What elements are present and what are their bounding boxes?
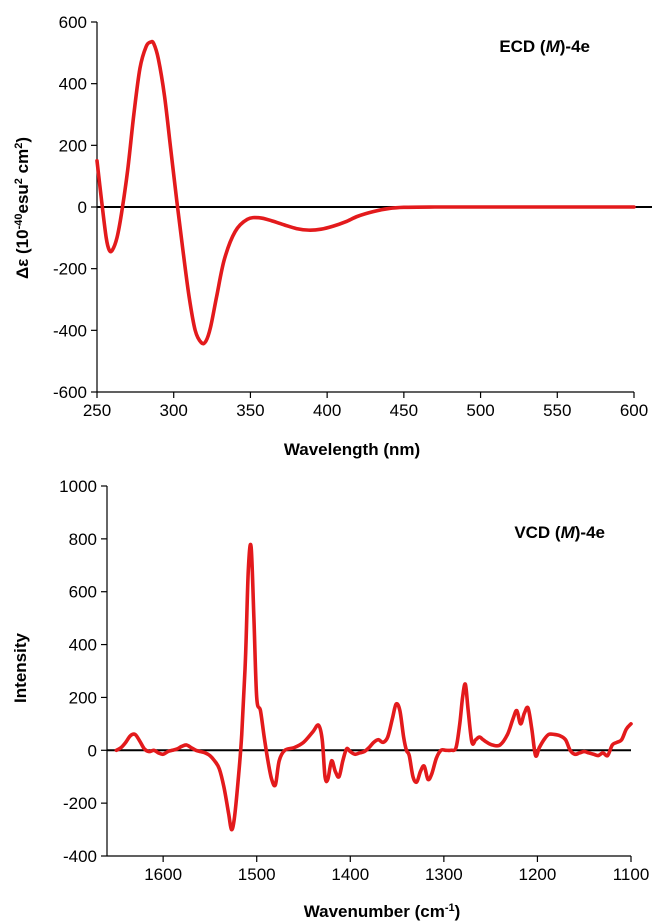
vcd-y-tick-label: 800 bbox=[69, 530, 97, 549]
ecd-x-tick-label: 500 bbox=[466, 401, 494, 420]
ecd-y-tick-label: 400 bbox=[59, 75, 87, 94]
ecd-y-ticks: -600 -400 -200 0 200 400 600 bbox=[53, 13, 97, 402]
ecd-y-tick-label: -600 bbox=[53, 383, 87, 402]
ecd-chart-title: ECD (M)-4e bbox=[499, 37, 590, 56]
vcd-chart-title: VCD (M)-4e bbox=[514, 523, 605, 542]
vcd-x-ticks: 1600 1500 1400 1300 1200 1100 bbox=[144, 856, 649, 884]
vcd-x-tick-label: 1300 bbox=[425, 865, 463, 884]
ecd-x-tick-label: 300 bbox=[160, 401, 188, 420]
ecd-chart: -600 -400 -200 0 200 400 600 250 300 350 400 450 50… bbox=[13, 13, 652, 459]
vcd-y-tick-label: 0 bbox=[88, 741, 97, 760]
ecd-series-line bbox=[95, 39, 636, 346]
vcd-x-tick-label: 1200 bbox=[519, 865, 557, 884]
vcd-x-tick-label: 1100 bbox=[613, 865, 650, 884]
ecd-x-ticks: 250 300 350 400 450 500 550 600 bbox=[83, 392, 648, 420]
ecd-x-tick-label: 250 bbox=[83, 401, 111, 420]
ecd-y-axis-title: Δε (10-40esu2 cm2) bbox=[13, 137, 32, 279]
ecd-y-tick-label: 0 bbox=[78, 198, 87, 217]
ecd-x-axis-title: Wavelength (nm) bbox=[284, 440, 420, 459]
vcd-series-line bbox=[114, 542, 633, 832]
vcd-y-axis-title: Intensity bbox=[11, 633, 30, 703]
ecd-y-tick-label: 600 bbox=[59, 13, 87, 32]
ecd-y-tick-label: -200 bbox=[53, 260, 87, 279]
vcd-y-tick-label: -400 bbox=[63, 847, 97, 866]
vcd-y-tick-label: 1000 bbox=[59, 477, 97, 496]
vcd-y-tick-label: 200 bbox=[69, 688, 97, 707]
ecd-x-tick-label: 450 bbox=[390, 401, 418, 420]
ecd-x-tick-label: 550 bbox=[543, 401, 571, 420]
vcd-x-tick-label: 1400 bbox=[331, 865, 369, 884]
vcd-y-tick-label: 600 bbox=[69, 583, 97, 602]
vcd-y-tick-label: -200 bbox=[63, 794, 97, 813]
vcd-chart: -400 -200 0 200 400 600 800 1000 1600 1500 1400 13… bbox=[11, 477, 649, 921]
vcd-x-tick-label: 1500 bbox=[238, 865, 276, 884]
vcd-x-axis-title: Wavenumber (cm-1) bbox=[304, 902, 461, 921]
vcd-y-tick-label: 400 bbox=[69, 636, 97, 655]
ecd-x-tick-label: 600 bbox=[620, 401, 648, 420]
ecd-y-tick-label: 200 bbox=[59, 136, 87, 155]
vcd-y-ticks: -400 -200 0 200 400 600 800 1000 bbox=[59, 477, 107, 866]
ecd-x-tick-label: 400 bbox=[313, 401, 341, 420]
ecd-y-tick-label: -400 bbox=[53, 321, 87, 340]
vcd-x-tick-label: 1600 bbox=[144, 865, 182, 884]
ecd-x-tick-label: 350 bbox=[236, 401, 264, 420]
